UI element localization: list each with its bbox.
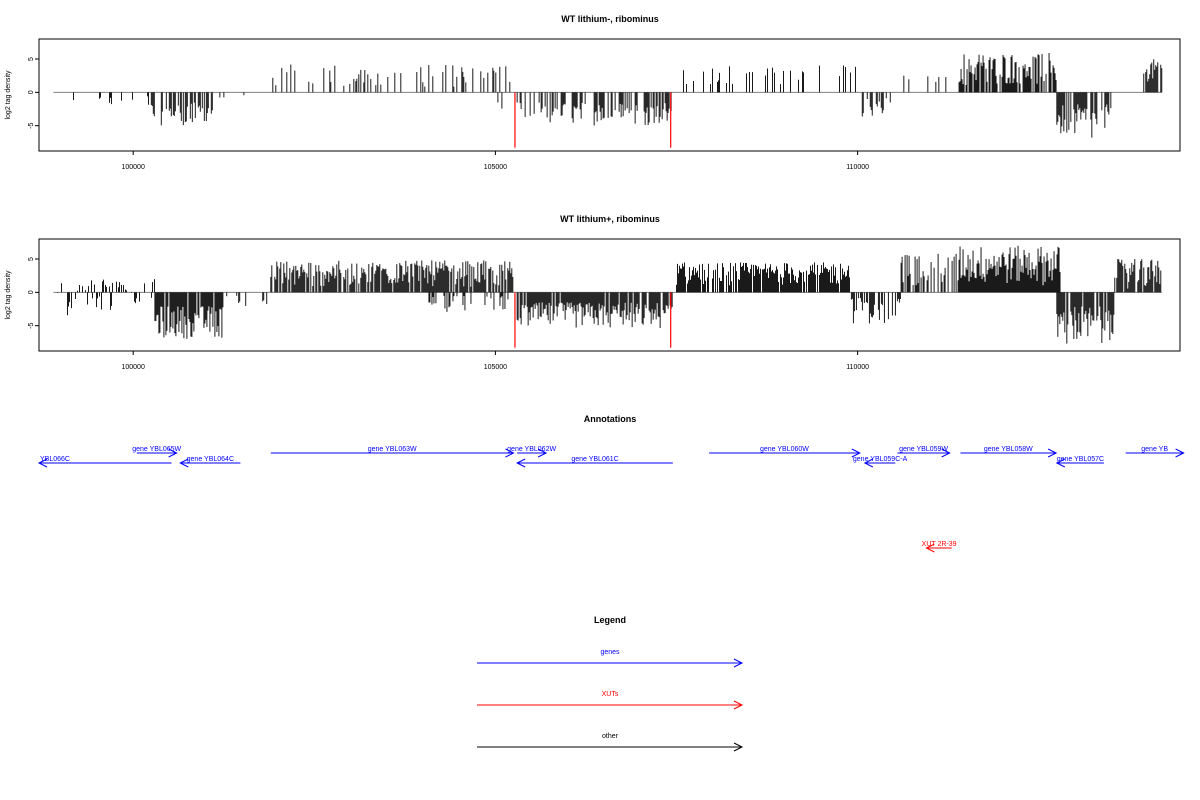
feature-label: gene YB <box>1141 446 1168 453</box>
annotations-panel: Annotations YBL066C gene YBL065W gene YBL0… <box>37 414 1185 553</box>
strand-arrow <box>1055 458 1066 468</box>
track-panel-lithium-minus: WT lithium-, ribominus log2 tag density … <box>5 14 1181 171</box>
legend-arrow <box>733 700 744 710</box>
feature-label: gene YBL059W <box>899 446 948 453</box>
y-tick-label: 5 <box>28 57 35 61</box>
strand-arrow <box>516 458 526 468</box>
feature-xut-2r-39: XUT 2R-39 <box>922 541 957 553</box>
x-axis-lithium-plus: 100000 105000 110000 <box>121 351 869 371</box>
x-tick-label: 105000 <box>484 364 507 371</box>
y-axis-lithium-minus: -5 0 5 <box>28 57 39 129</box>
annotation-features: YBL066C gene YBL065W gene YBL064C gene YBL0… <box>37 446 1185 553</box>
feature-label: gene YBL062W <box>507 446 556 453</box>
feature-label: gene YBL064C <box>187 456 234 463</box>
y-tick-label: -5 <box>28 122 35 128</box>
y-tick-label: -5 <box>28 322 35 328</box>
feature-label: gene YBL061C <box>571 456 618 463</box>
strand-arrow <box>168 448 178 458</box>
plot-frame-lithium-minus <box>38 38 1181 152</box>
bars-lithium-plus <box>53 245 1162 348</box>
x-tick-label: 110000 <box>846 164 869 171</box>
feature-gene-yb: gene YB <box>1125 446 1185 458</box>
feature-label: gene YBL065W <box>132 446 181 453</box>
strand-arrow <box>37 458 48 468</box>
feature-gene-ybl060w: gene YBL060W <box>709 446 861 458</box>
feature-gene-ybl065w: gene YBL065W <box>132 446 182 458</box>
feature-gene-ybl057c: gene YBL057C <box>1055 456 1104 468</box>
legend-entry-other: other <box>477 733 744 752</box>
legend-entry-xuts: XUTs <box>477 691 744 710</box>
annotations-title: Annotations <box>584 414 637 424</box>
legend-entry-genes: genes <box>477 649 744 668</box>
strand-arrow <box>863 458 874 468</box>
x-tick-label: 110000 <box>846 364 869 371</box>
feature-gene-ybl063w: gene YBL063W <box>270 446 515 458</box>
feature-gene-ybl061c: gene YBL061C <box>516 456 673 468</box>
feature-gene-ybl058w: gene YBL058W <box>960 446 1058 458</box>
track-title-lithium-plus: WT lithium+, ribominus <box>560 214 660 224</box>
feature-gene-ybl062w: gene YBL062W <box>507 446 556 458</box>
strand-arrow <box>925 543 935 553</box>
strand-arrow <box>1175 448 1185 458</box>
x-tick-label: 100000 <box>121 164 144 171</box>
strand-arrow <box>537 448 548 458</box>
bars-lithium-minus <box>53 53 1163 148</box>
feature-label: XUT 2R-39 <box>922 541 957 548</box>
legend-label: XUTs <box>602 691 619 698</box>
x-tick-label: 100000 <box>121 364 144 371</box>
y-tick-label: 0 <box>28 290 35 294</box>
legend-label: other <box>602 733 619 740</box>
legend-arrow <box>733 658 744 668</box>
track-title-lithium-minus: WT lithium-, ribominus <box>561 14 659 24</box>
feature-label: gene YBL060W <box>760 446 809 453</box>
feature-label: gene YBL057C <box>1057 456 1104 463</box>
legend-arrow <box>733 742 744 752</box>
legend-label: genes <box>600 649 620 656</box>
feature-gene-ybl059w: gene YBL059W <box>897 446 951 458</box>
y-axis-label-lithium-minus: log2 tag density <box>5 70 12 120</box>
track-panel-lithium-plus: WT lithium+, ribominus log2 tag density … <box>5 214 1181 371</box>
y-axis-lithium-plus: -5 0 5 <box>28 257 39 329</box>
feature-gene-ybl064c: gene YBL064C <box>179 456 241 468</box>
feature-label: gene YBL058W <box>984 446 1033 453</box>
x-tick-label: 105000 <box>484 164 507 171</box>
legend-title: Legend <box>594 615 626 625</box>
strand-arrow <box>179 458 189 468</box>
strand-arrow <box>851 448 861 458</box>
y-tick-label: 0 <box>28 90 35 94</box>
strand-arrow <box>941 448 951 458</box>
y-axis-label-lithium-plus: log2 tag density <box>5 270 12 320</box>
feature-label: gene YBL059C-A <box>853 456 908 463</box>
y-tick-label: 5 <box>28 257 35 261</box>
feature-ybl066c: YBL066C <box>37 456 172 468</box>
feature-label: YBL066C <box>40 456 70 463</box>
plot-frame-lithium-plus <box>38 238 1181 352</box>
legend-panel: Legend genes XUTs other <box>477 615 744 752</box>
feature-gene-ybl059c-a: gene YBL059C-A <box>853 456 908 468</box>
strand-arrow <box>1047 448 1058 458</box>
legend-entries: genes XUTs other <box>477 649 744 752</box>
x-axis-lithium-minus: 100000 105000 110000 <box>121 151 869 171</box>
strand-arrow <box>505 448 515 458</box>
feature-label: gene YBL063W <box>368 446 417 453</box>
